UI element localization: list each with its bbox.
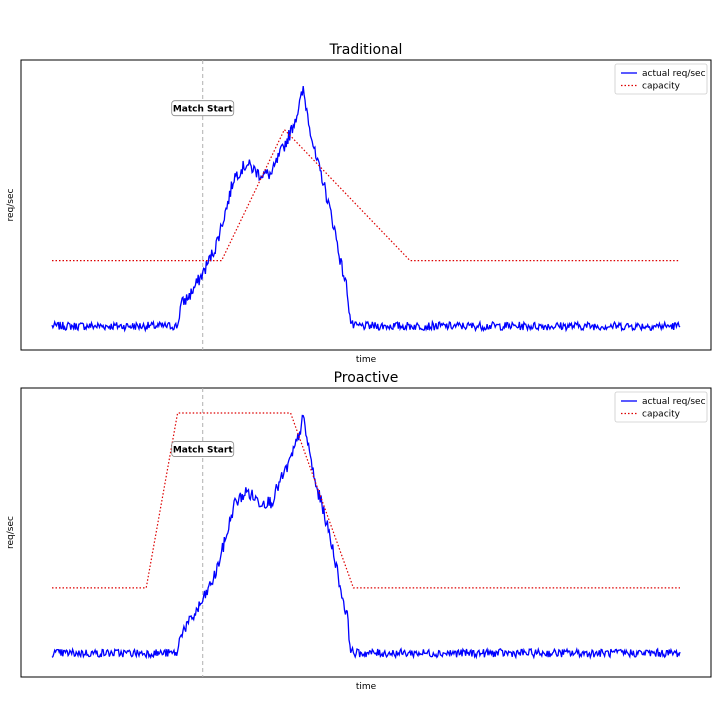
legend-box	[614, 391, 708, 423]
legend-label-2: capacity	[642, 410, 681, 420]
legend-box	[614, 63, 708, 95]
chart-title: Traditional	[329, 42, 403, 58]
annotation-match-start: Match Start	[173, 105, 234, 115]
x-axis-label: time	[356, 355, 377, 365]
x-axis-label: time	[356, 682, 377, 692]
series-line-actual	[51, 86, 681, 333]
series-line-actual	[51, 414, 681, 660]
annotation-box	[171, 441, 235, 457]
legend-label-1: actual req/sec	[642, 69, 706, 79]
legend-label-1: actual req/sec	[642, 397, 706, 407]
legend-label-2: capacity	[642, 82, 681, 92]
annotation-match-start: Match Start	[173, 446, 234, 456]
chart-title: Proactive	[334, 370, 399, 386]
series-line-capacity	[52, 412, 680, 589]
y-axis-label: req/sec	[6, 516, 16, 549]
axes-frame	[20, 387, 712, 678]
series-line-capacity	[52, 128, 680, 262]
chart-panel-1: Traditional time req/sec Match Start actual …	[6, 42, 712, 365]
chart-panel-2: Proactive time req/sec Match Start actual re…	[6, 370, 712, 692]
y-axis-label: req/sec	[6, 188, 16, 221]
annotation-box	[171, 100, 235, 117]
axes-frame	[20, 59, 712, 351]
